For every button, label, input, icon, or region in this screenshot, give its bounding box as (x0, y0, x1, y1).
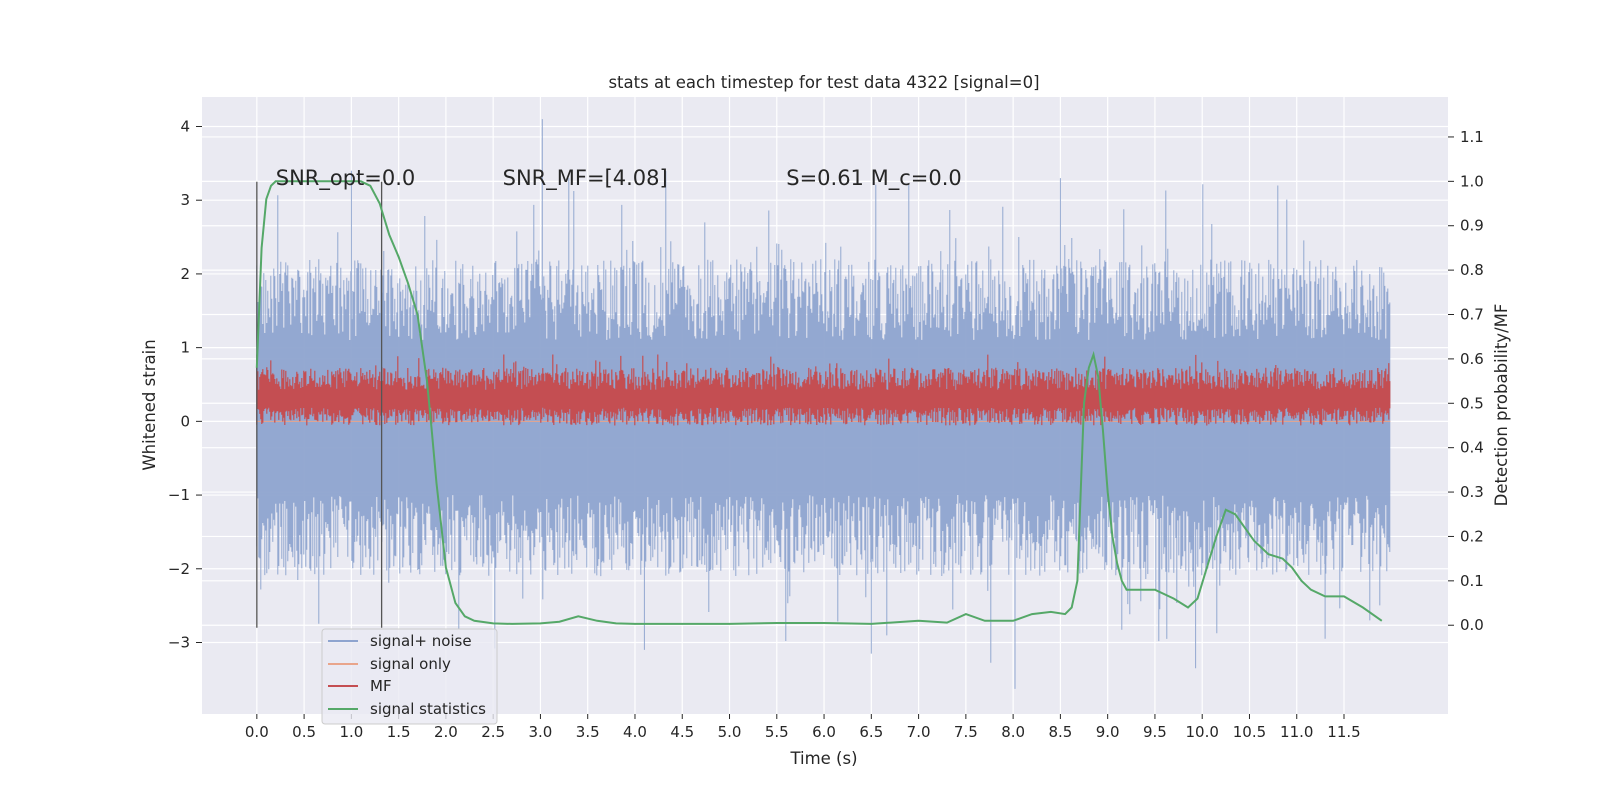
y-tick-label: 2 (180, 265, 190, 283)
y2-tick-label: 0.4 (1460, 439, 1484, 457)
annotation-2: SNR_MF=[4.08] (503, 166, 668, 191)
y2-tick-label: 0.9 (1460, 217, 1484, 235)
x-axis-label: Time (s) (789, 749, 857, 768)
y2-tick-label: 0.3 (1460, 483, 1484, 501)
legend-label-mf: MF (370, 677, 392, 695)
y2-tick-label: 1.0 (1460, 172, 1484, 190)
y-tick-label: 1 (180, 339, 190, 357)
x-tick-label: 1.5 (387, 723, 411, 741)
x-tick-label: 1.0 (339, 723, 363, 741)
x-tick-label: 0.5 (292, 723, 316, 741)
x-tick-label: 0.0 (245, 723, 269, 741)
x-tick-label: 2.0 (434, 723, 458, 741)
x-tick-label: 5.0 (718, 723, 742, 741)
x-tick-label: 9.5 (1143, 723, 1167, 741)
y-axis-ticks: −3 −2 −1 0 1 2 3 4 (168, 117, 202, 651)
signal-statistics-trace (255, 180, 1383, 625)
y2-axis-label: Detection probability/MF (1492, 304, 1511, 507)
y2-tick-label: 0.0 (1460, 616, 1484, 634)
annotation-3: S=0.61 M_c=0.0 (786, 166, 962, 191)
y2-tick-label: 0.5 (1460, 394, 1484, 412)
y2-tick-label: 0.2 (1460, 527, 1484, 545)
y2-tick-label: 0.7 (1460, 306, 1484, 324)
x-tick-label: 3.5 (576, 723, 600, 741)
x-tick-label: 9.0 (1096, 723, 1120, 741)
y-axis-label: Whitened strain (140, 339, 159, 470)
legend: signal+ noise signal only MF signal stat… (321, 628, 498, 725)
y2-tick-label: 0.8 (1460, 261, 1484, 279)
x-tick-label: 10.5 (1233, 723, 1266, 741)
legend-box (321, 628, 498, 725)
x-tick-label: 5.5 (765, 723, 789, 741)
x-tick-label: 4.0 (623, 723, 647, 741)
chart-title: stats at each timestep for test data 432… (608, 73, 1039, 92)
y-tick-label: −1 (168, 486, 190, 504)
y2-tick-label: 0.6 (1460, 350, 1484, 368)
vertical-lines (256, 181, 383, 628)
y-tick-label: 4 (180, 117, 190, 135)
legend-label-signal-statistics: signal statistics (370, 700, 486, 718)
annotation-1: SNR_opt=0.0 (276, 166, 416, 191)
x-tick-label: 11.5 (1327, 723, 1360, 741)
x-tick-label: 6.5 (859, 723, 883, 741)
series-signal-statistics (255, 180, 1383, 625)
x-tick-label: 7.0 (907, 723, 931, 741)
x-tick-label: 2.5 (481, 723, 505, 741)
y2-tick-label: 0.1 (1460, 572, 1484, 590)
x-tick-label: 3.0 (529, 723, 553, 741)
x-tick-label: 6.0 (812, 723, 836, 741)
y-tick-label: 3 (180, 191, 190, 209)
x-tick-label: 10.0 (1186, 723, 1219, 741)
x-tick-label: 11.0 (1280, 723, 1313, 741)
y-tick-label: −2 (168, 560, 190, 578)
x-tick-label: 7.5 (954, 723, 978, 741)
x-axis-ticks: 0.0 0.5 1.0 1.5 2.0 2.5 3.0 3.5 4.0 4.5 5.0 5.5 6.0 6… (245, 714, 1361, 741)
legend-label-signal-only: signal only (370, 655, 451, 673)
x-tick-label: 4.5 (670, 723, 694, 741)
y-tick-label: −3 (168, 633, 190, 651)
x-tick-label: 8.5 (1048, 723, 1072, 741)
y-tick-label: 0 (180, 412, 190, 430)
x-tick-label: 8.0 (1001, 723, 1025, 741)
legend-label-signal-plus-noise: signal+ noise (370, 632, 472, 650)
annotations: SNR_opt=0.0 SNR_MF=[4.08] S=0.61 M_c=0.0 (276, 166, 962, 191)
y2-tick-label: 1.1 (1460, 128, 1484, 146)
y2-axis-ticks: 0.0 0.1 0.2 0.3 0.4 0.5 0.6 0.7 0.8 0.9 1.0 1.1 (1448, 128, 1484, 634)
